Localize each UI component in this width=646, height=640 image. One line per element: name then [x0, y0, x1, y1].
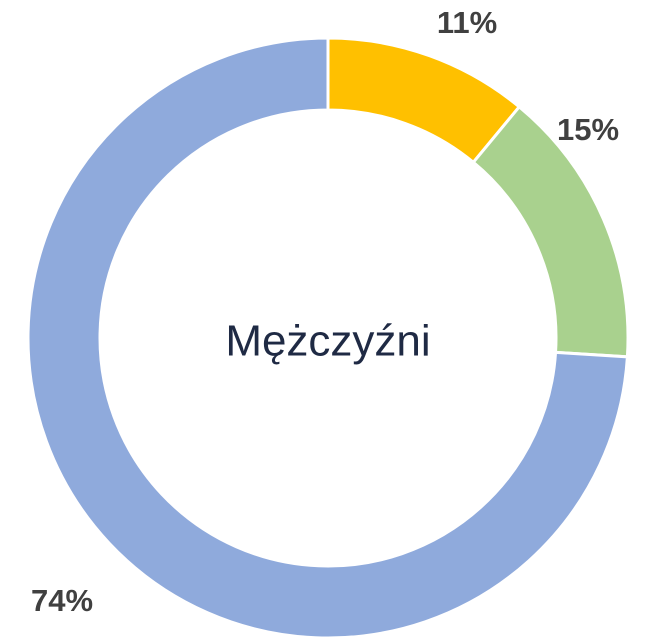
donut-slice — [26, 36, 630, 640]
value-label: 11% — [437, 5, 497, 40]
value-label: 15% — [557, 112, 619, 147]
center-label: Mężczyźni — [225, 317, 430, 366]
value-label: 74% — [31, 583, 93, 618]
